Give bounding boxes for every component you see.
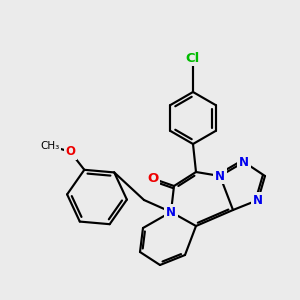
Text: N: N: [239, 155, 249, 169]
Text: N: N: [253, 194, 263, 206]
Text: O: O: [147, 172, 159, 185]
Text: N: N: [166, 206, 176, 218]
Text: N: N: [215, 169, 225, 182]
Text: CH₃: CH₃: [41, 141, 60, 151]
Text: O: O: [65, 145, 75, 158]
Text: Cl: Cl: [186, 52, 200, 64]
